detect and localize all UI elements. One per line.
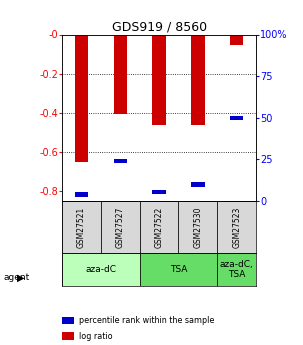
Title: GDS919 / 8560: GDS919 / 8560 bbox=[112, 20, 207, 33]
Bar bbox=[152, 34, 166, 125]
Bar bbox=[75, 193, 88, 197]
Text: GSM27527: GSM27527 bbox=[116, 206, 125, 248]
Text: GSM27523: GSM27523 bbox=[232, 206, 241, 248]
Text: aza-dC: aza-dC bbox=[85, 265, 116, 274]
Bar bbox=[230, 116, 243, 120]
Bar bbox=[217, 253, 256, 286]
Text: percentile rank within the sample: percentile rank within the sample bbox=[79, 316, 214, 325]
Bar bbox=[140, 201, 178, 253]
Text: GSM27521: GSM27521 bbox=[77, 206, 86, 248]
Text: TSA: TSA bbox=[170, 265, 187, 274]
Text: agent: agent bbox=[3, 273, 29, 282]
Text: log ratio: log ratio bbox=[79, 332, 112, 341]
Bar bbox=[152, 190, 166, 194]
Bar bbox=[140, 253, 217, 286]
Bar bbox=[191, 34, 205, 125]
Bar bbox=[191, 183, 205, 187]
Bar bbox=[230, 34, 243, 45]
Bar bbox=[217, 201, 256, 253]
Bar bbox=[114, 34, 127, 114]
Bar bbox=[62, 201, 101, 253]
Bar bbox=[114, 159, 127, 163]
Bar bbox=[62, 253, 140, 286]
Text: GSM27530: GSM27530 bbox=[193, 206, 202, 248]
Text: GSM27522: GSM27522 bbox=[155, 206, 164, 248]
Bar bbox=[75, 34, 88, 162]
Bar bbox=[178, 201, 217, 253]
Text: aza-dC,
TSA: aza-dC, TSA bbox=[220, 260, 254, 279]
Bar bbox=[101, 201, 140, 253]
Text: ▶: ▶ bbox=[17, 273, 24, 283]
